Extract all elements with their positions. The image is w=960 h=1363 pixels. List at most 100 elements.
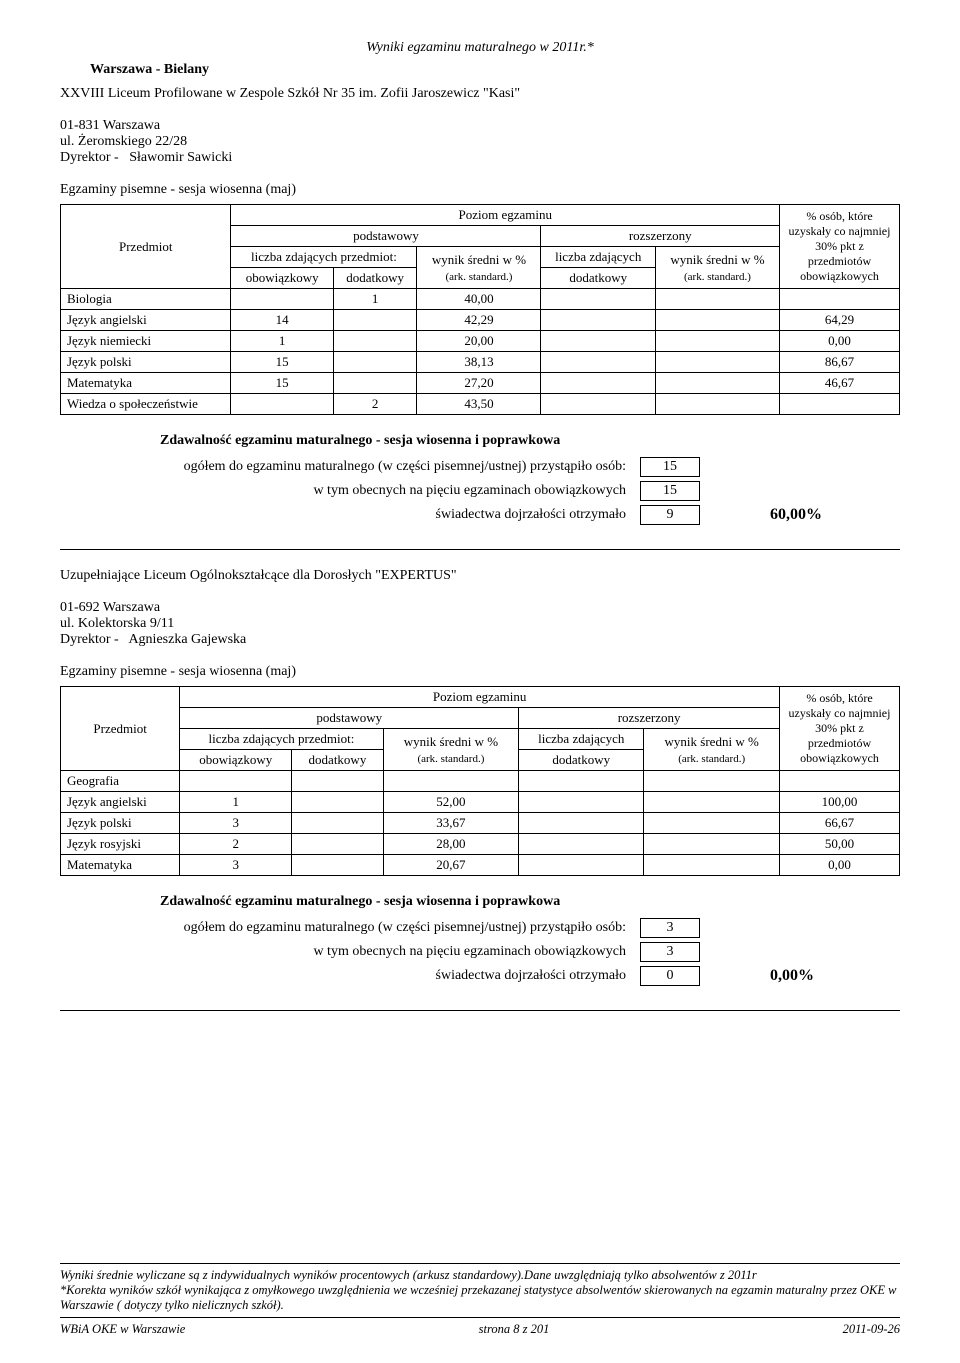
school-street: ul. Kolektorska 9/11 xyxy=(60,616,900,632)
cell-dod xyxy=(333,373,417,394)
school-city: 01-692 Warszawa xyxy=(60,600,900,616)
cell-dod: 1 xyxy=(333,289,417,310)
cell-dod-adv xyxy=(519,813,644,834)
cell-score-adv xyxy=(655,289,779,310)
col-basic: podstawowy xyxy=(180,708,519,729)
pass-label-total: ogółem do egzaminu maturalnego (w części… xyxy=(160,920,640,936)
cell-pct: 0,00 xyxy=(780,855,900,876)
col-count-basic: liczba zdających przedmiot: xyxy=(231,247,417,268)
pass-total-value: 3 xyxy=(640,918,700,938)
col-score-adv: wynik średni w % (ark. standard.) xyxy=(644,729,780,771)
cell-score-basic: 20,00 xyxy=(417,331,541,352)
col-advanced: rozszerzony xyxy=(519,708,780,729)
results-body-1: Biologia140,00Język angielski1442,2964,2… xyxy=(61,289,900,415)
footer-divider xyxy=(60,1317,900,1318)
cell-pct: 66,67 xyxy=(780,813,900,834)
director-label: Dyrektor - xyxy=(60,150,119,165)
cell-pct: 46,67 xyxy=(780,373,900,394)
table-row: Język polski333,6766,67 xyxy=(61,813,900,834)
school-block-2: Uzupełniające Liceum Ogólnokształcące dl… xyxy=(60,568,900,1011)
cell-pct: 100,00 xyxy=(780,792,900,813)
cell-obow: 1 xyxy=(180,792,292,813)
table-row: Matematyka1527,2046,67 xyxy=(61,373,900,394)
col-subject: Przedmiot xyxy=(61,205,231,289)
cell-subject: Geografia xyxy=(61,771,180,792)
exam-session-title: Egzaminy pisemne - sesja wiosenna (maj) xyxy=(60,182,900,198)
col-level: Poziom egzaminu xyxy=(180,687,780,708)
cell-obow: 15 xyxy=(231,373,333,394)
cell-dod-adv xyxy=(541,310,655,331)
pass-title: Zdawalność egzaminu maturalnego - sesja … xyxy=(160,894,900,910)
cell-score-basic: 42,29 xyxy=(417,310,541,331)
cell-score-adv xyxy=(655,373,779,394)
cell-obow: 3 xyxy=(180,813,292,834)
results-body-2: GeografiaJęzyk angielski152,00100,00 Języ… xyxy=(61,771,900,876)
cell-pct: 64,29 xyxy=(780,310,900,331)
cell-dod xyxy=(292,834,383,855)
table-row: Matematyka320,670,00 xyxy=(61,855,900,876)
cell-dod-adv xyxy=(519,792,644,813)
pass-label-present: w tym obecnych na pięciu egzaminach obow… xyxy=(160,944,640,960)
cell-obow: 2 xyxy=(180,834,292,855)
col-score-adv: wynik średni w % (ark. standard.) xyxy=(655,247,779,289)
director-name: Sławomir Sawicki xyxy=(129,150,232,165)
col-count-basic: liczba zdających przedmiot: xyxy=(180,729,383,750)
col-dod: dodatkowy xyxy=(292,750,383,771)
pass-present-value: 15 xyxy=(640,481,700,501)
cell-pct: 86,67 xyxy=(780,352,900,373)
cell-obow xyxy=(231,289,333,310)
footer-center: strona 8 z 201 xyxy=(479,1322,550,1337)
col-dod: dodatkowy xyxy=(333,268,417,289)
cell-score-basic: 33,67 xyxy=(383,813,519,834)
pass-title: Zdawalność egzaminu maturalnego - sesja … xyxy=(160,433,900,449)
cell-score-adv xyxy=(644,855,780,876)
table-row: Biologia140,00 xyxy=(61,289,900,310)
col-score-basic: wynik średni w % (ark. standard.) xyxy=(417,247,541,289)
cell-score-adv xyxy=(655,394,779,415)
divider xyxy=(60,549,900,550)
col-obow: obowiązkowy xyxy=(180,750,292,771)
cell-pct xyxy=(780,289,900,310)
cell-pct xyxy=(780,771,900,792)
table-row: Język angielski1442,2964,29 xyxy=(61,310,900,331)
cell-score-adv xyxy=(655,352,779,373)
cell-dod-adv xyxy=(519,834,644,855)
page-title: Wyniki egzaminu maturalnego w 2011r.* xyxy=(60,40,900,56)
col-dod-adv: dodatkowy xyxy=(541,268,655,289)
cell-score-basic: 38,13 xyxy=(417,352,541,373)
exam-session-title: Egzaminy pisemne - sesja wiosenna (maj) xyxy=(60,664,900,680)
pass-label-present: w tym obecnych na pięciu egzaminach obow… xyxy=(160,483,640,499)
pass-pct-value: 60,00% xyxy=(770,506,822,524)
col-dod-adv: dodatkowy xyxy=(519,750,644,771)
cell-subject: Matematyka xyxy=(61,855,180,876)
cell-score-adv xyxy=(655,310,779,331)
table-row: Wiedza o społeczeństwie243,50 xyxy=(61,394,900,415)
footnote-1: Wyniki średnie wyliczane są z indywidual… xyxy=(60,1268,900,1283)
cell-score-adv xyxy=(644,771,780,792)
cell-dod xyxy=(333,352,417,373)
pass-cert-value: 9 xyxy=(640,505,700,525)
cell-pct: 0,00 xyxy=(780,331,900,352)
cell-obow: 1 xyxy=(231,331,333,352)
cell-obow xyxy=(180,771,292,792)
cell-obow: 15 xyxy=(231,352,333,373)
col-basic: podstawowy xyxy=(231,226,541,247)
cell-dod-adv xyxy=(541,373,655,394)
table-row: Język angielski152,00100,00 xyxy=(61,792,900,813)
cell-dod-adv xyxy=(541,394,655,415)
cell-subject: Biologia xyxy=(61,289,231,310)
school-name: Uzupełniające Liceum Ogólnokształcące dl… xyxy=(60,568,900,584)
cell-score-adv xyxy=(644,813,780,834)
cell-subject: Język rosyjski xyxy=(61,834,180,855)
cell-dod xyxy=(292,771,383,792)
table-row: Geografia xyxy=(61,771,900,792)
col-advanced: rozszerzony xyxy=(541,226,780,247)
cell-score-basic xyxy=(383,771,519,792)
cell-dod: 2 xyxy=(333,394,417,415)
pass-summary-2: Zdawalność egzaminu maturalnego - sesja … xyxy=(160,894,900,986)
cell-score-basic: 43,50 xyxy=(417,394,541,415)
cell-obow xyxy=(231,394,333,415)
cell-subject: Język niemiecki xyxy=(61,331,231,352)
results-table-1: Przedmiot Poziom egzaminu % osób, które … xyxy=(60,204,900,415)
region-label: Warszawa - Bielany xyxy=(90,62,900,78)
